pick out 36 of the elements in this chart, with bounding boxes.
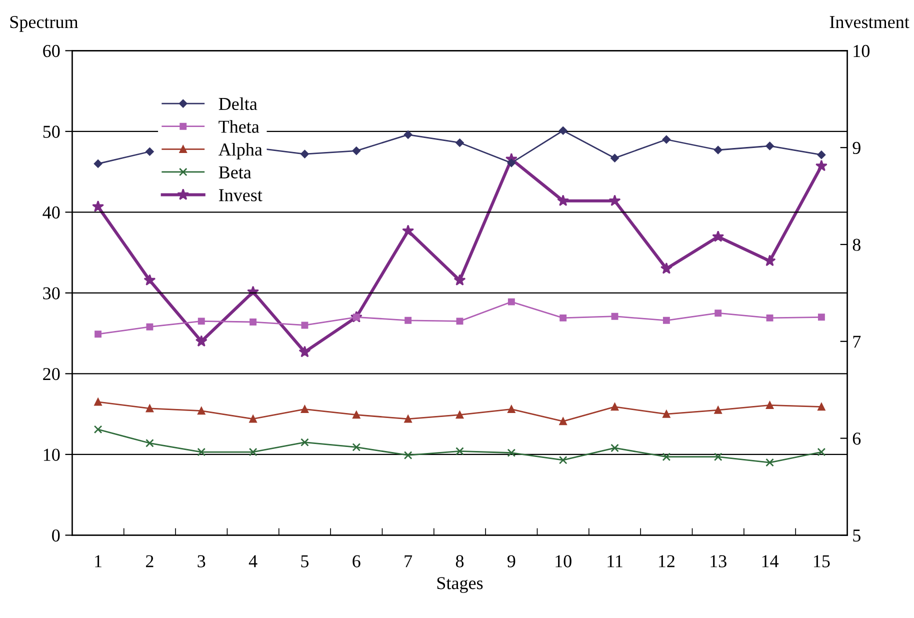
legend-label: Invest: [218, 189, 262, 202]
x-tick-label: 14: [762, 555, 779, 568]
y-tick-label: 40: [42, 206, 60, 219]
y-tick-label: 30: [43, 287, 60, 300]
y-tick-label: 0: [52, 529, 60, 542]
x-tick-label: 7: [404, 555, 412, 568]
x-tick-label: 12: [658, 555, 674, 568]
x-tick-label: 3: [198, 555, 206, 568]
y2-tick-label: 10: [854, 44, 870, 58]
x-tick-label: 8: [456, 555, 464, 568]
y-tick-label: 20: [43, 368, 60, 380]
x-tick-label: 1: [95, 555, 102, 568]
x-tick-label: 13: [710, 555, 726, 568]
legend-label: Alpha: [218, 142, 262, 160]
x-tick-label: 10: [556, 555, 572, 568]
x-axis-title: Stages: [437, 577, 483, 593]
y2-tick-label: 7: [853, 336, 861, 348]
x-tick-label: 2: [146, 555, 154, 568]
x-tick-label: 5: [301, 555, 309, 568]
y-tick-label: 60: [43, 44, 60, 58]
y2-tick-label: 8: [852, 238, 860, 251]
legend-label: Theta: [218, 120, 260, 133]
y-tick-label: 10: [44, 448, 60, 461]
x-tick-label: 6: [352, 555, 360, 568]
x-tick-label: 11: [608, 555, 622, 568]
legend-label: Delta: [218, 97, 258, 110]
x-tick-label: 9: [507, 555, 516, 568]
y-axis-title: Spectrum: [10, 16, 78, 32]
legend-label: Beta: [218, 166, 252, 178]
y2-tick-label: 6: [852, 432, 861, 445]
y-tick-label: 50: [43, 126, 60, 138]
x-tick-label: 15: [814, 555, 830, 568]
y2-tick-label: 9: [852, 142, 860, 154]
x-tick-label: 4: [248, 555, 258, 568]
y2-axis-title: Investment: [830, 16, 910, 28]
y2-tick-label: 5: [853, 530, 860, 542]
